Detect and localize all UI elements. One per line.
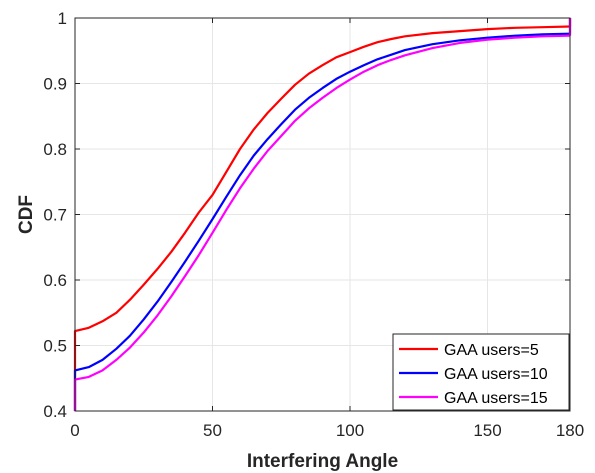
x-tick-label: 150 (473, 421, 501, 440)
x-tick-label: 100 (336, 421, 364, 440)
y-tick-label: 1 (58, 9, 67, 28)
y-tick-label: 0.6 (43, 271, 67, 290)
x-axis-label: Interfering Angle (247, 451, 398, 472)
x-tick-label: 50 (203, 421, 222, 440)
legend-label-3: GAA users=15 (444, 390, 548, 407)
y-tick-label: 0.8 (43, 140, 67, 159)
y-tick-label: 0.4 (43, 402, 67, 421)
y-axis-label: CDF (16, 195, 37, 234)
series-line-1 (73, 25, 571, 411)
legend: GAA users=5 GAA users=10 GAA users=15 (392, 333, 570, 411)
x-tick-label: 180 (556, 421, 584, 440)
y-tick-label: 0.5 (43, 337, 67, 356)
legend-label-1: GAA users=5 (444, 342, 539, 359)
series-line-2 (73, 32, 571, 411)
legend-label-2: GAA users=10 (444, 366, 548, 383)
series-line-3 (73, 34, 571, 411)
y-tick-label: 0.7 (43, 206, 67, 225)
y-tick-label: 0.9 (43, 75, 67, 94)
x-tick-label: 0 (70, 421, 79, 440)
axis-ticks (74, 17, 571, 412)
tick-labels: 0 50 100 150 180 0.4 0.5 0.6 0.7 0.8 0.9 1 (43, 9, 584, 440)
